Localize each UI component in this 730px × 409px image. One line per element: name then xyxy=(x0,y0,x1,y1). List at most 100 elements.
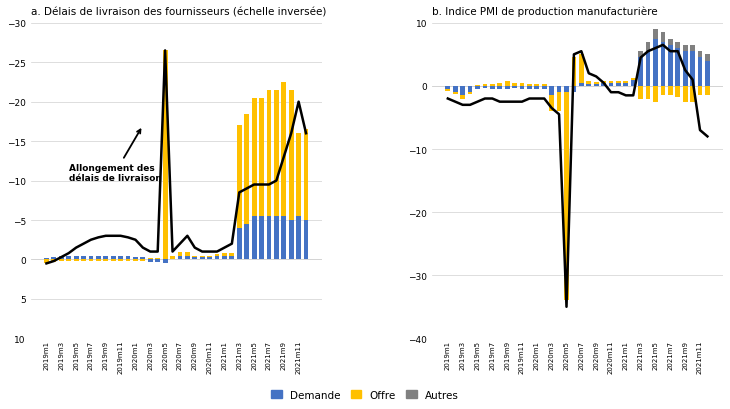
Bar xyxy=(252,216,256,260)
Bar xyxy=(675,43,680,49)
Bar xyxy=(668,87,673,96)
Bar xyxy=(690,52,695,87)
Bar xyxy=(616,82,620,83)
Bar xyxy=(661,33,665,43)
Bar xyxy=(534,87,539,90)
Bar xyxy=(675,87,680,98)
Bar xyxy=(623,82,629,83)
Bar xyxy=(504,82,510,87)
Legend: Demande, Offre, Autres: Demande, Offre, Autres xyxy=(267,386,463,404)
Bar xyxy=(460,96,465,99)
Bar xyxy=(645,52,650,87)
Bar xyxy=(259,99,264,216)
Bar xyxy=(96,256,101,260)
Bar xyxy=(564,93,569,301)
Bar xyxy=(645,87,650,99)
Bar xyxy=(59,256,64,260)
Bar xyxy=(542,85,547,87)
Bar xyxy=(453,93,458,95)
Bar xyxy=(296,216,301,260)
Bar xyxy=(675,49,680,87)
Bar xyxy=(185,252,190,256)
Bar xyxy=(274,91,279,216)
Bar xyxy=(623,83,629,87)
Bar xyxy=(698,58,702,87)
Bar xyxy=(88,260,93,261)
Bar xyxy=(683,46,688,52)
Bar xyxy=(698,52,702,58)
Bar xyxy=(126,260,131,261)
Bar xyxy=(520,83,524,87)
Bar xyxy=(207,257,212,260)
Bar xyxy=(296,134,301,216)
Bar xyxy=(475,87,480,90)
Bar xyxy=(118,256,123,260)
Bar xyxy=(274,216,279,260)
Bar xyxy=(222,254,227,256)
Bar xyxy=(638,58,643,87)
Bar xyxy=(631,79,636,81)
Bar xyxy=(245,225,249,260)
Bar xyxy=(266,216,272,260)
Bar xyxy=(564,87,569,93)
Bar xyxy=(148,258,153,260)
Bar xyxy=(81,256,86,260)
Bar xyxy=(155,260,160,262)
Bar xyxy=(281,83,286,216)
Bar xyxy=(631,81,636,87)
Bar xyxy=(185,256,190,260)
Bar xyxy=(602,83,606,87)
Bar xyxy=(527,87,532,90)
Bar xyxy=(638,87,643,99)
Bar xyxy=(512,83,517,87)
Bar xyxy=(59,260,64,261)
Bar xyxy=(133,257,138,260)
Bar xyxy=(586,82,591,85)
Bar xyxy=(593,85,599,87)
Bar xyxy=(237,126,242,228)
Bar xyxy=(88,256,93,260)
Bar xyxy=(104,256,108,260)
Bar xyxy=(579,83,584,87)
Bar xyxy=(66,260,71,261)
Bar xyxy=(252,99,256,216)
Bar xyxy=(229,254,234,256)
Bar xyxy=(193,257,197,260)
Bar xyxy=(512,87,517,89)
Bar xyxy=(155,258,160,260)
Bar xyxy=(74,256,79,260)
Bar xyxy=(483,85,488,87)
Bar xyxy=(520,87,524,90)
Bar xyxy=(118,260,123,261)
Bar xyxy=(222,256,227,260)
Bar xyxy=(193,256,197,257)
Bar xyxy=(259,216,264,260)
Bar xyxy=(653,87,658,102)
Bar xyxy=(638,52,643,58)
Bar xyxy=(572,87,576,93)
Bar xyxy=(44,258,49,260)
Bar xyxy=(645,43,650,52)
Bar xyxy=(609,83,613,87)
Bar xyxy=(497,87,502,90)
Bar xyxy=(705,55,710,61)
Bar xyxy=(705,61,710,87)
Text: a. Délais de livraison des fournisseurs (échelle inversée): a. Délais de livraison des fournisseurs … xyxy=(31,7,326,18)
Bar xyxy=(490,87,495,90)
Bar xyxy=(96,260,101,261)
Bar xyxy=(468,93,472,95)
Bar xyxy=(653,39,658,87)
Bar xyxy=(698,87,702,96)
Bar xyxy=(148,260,153,262)
Bar xyxy=(475,85,480,87)
Bar xyxy=(51,257,56,260)
Bar xyxy=(557,93,561,112)
Bar xyxy=(690,87,695,102)
Bar xyxy=(215,256,220,260)
Bar xyxy=(586,85,591,87)
Bar xyxy=(163,51,167,260)
Bar xyxy=(445,87,450,90)
Bar xyxy=(549,87,554,96)
Bar xyxy=(557,87,561,93)
Bar xyxy=(140,260,145,261)
